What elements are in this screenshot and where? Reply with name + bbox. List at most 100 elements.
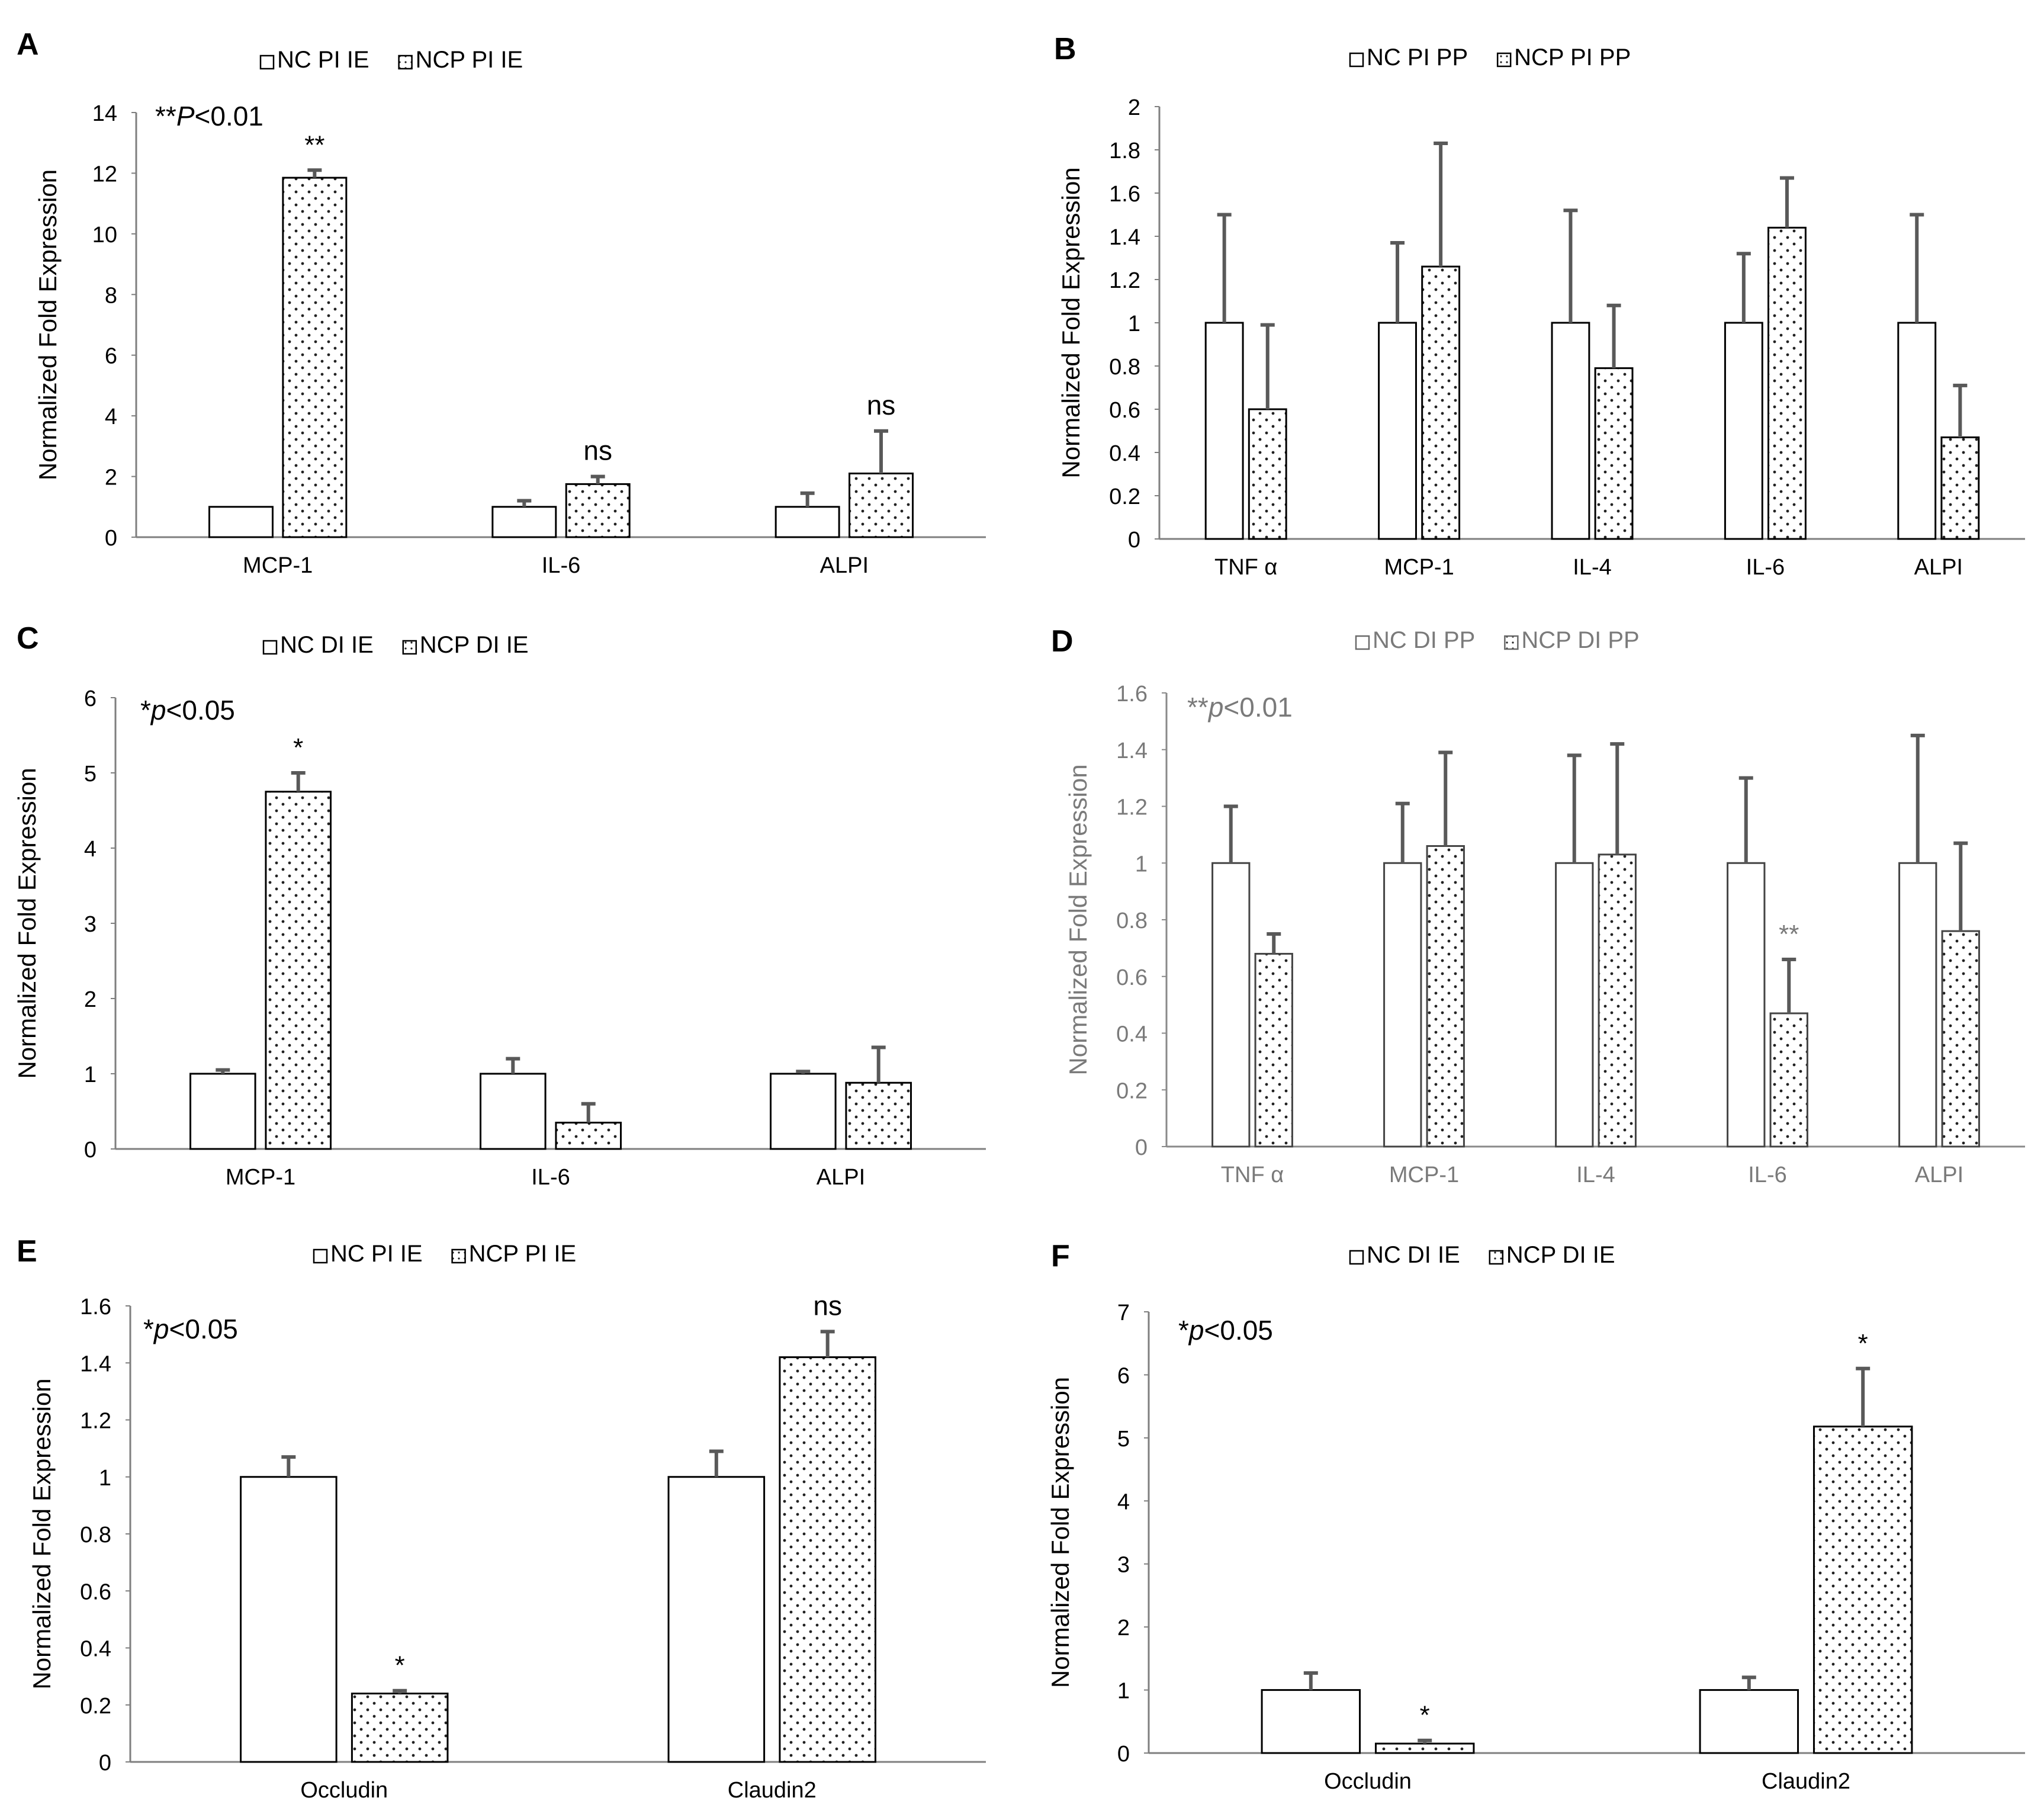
y-tick-label: 1.4 bbox=[1109, 225, 1140, 250]
legend-swatch bbox=[1349, 1250, 1364, 1265]
panel-letter: F bbox=[1051, 1239, 1070, 1273]
bar bbox=[1551, 322, 1590, 540]
y-tick-label: 0.6 bbox=[1116, 965, 1148, 990]
legend-label: NCP DI IE bbox=[420, 632, 529, 658]
significance-marker: ** bbox=[304, 130, 324, 159]
legend-label: NCP PI IE bbox=[416, 47, 523, 73]
y-tick-label: 0.2 bbox=[1116, 1078, 1148, 1103]
x-tick-label: TNF α bbox=[1221, 1163, 1284, 1187]
legend: NC DI PP NCP DI PP bbox=[1355, 627, 1640, 653]
panel-letter: E bbox=[17, 1234, 37, 1269]
x-tick-label: IL-6 bbox=[531, 1165, 570, 1190]
legend-swatch bbox=[1504, 635, 1519, 650]
x-tick-label: MCP-1 bbox=[226, 1165, 295, 1190]
y-tick-label: 8 bbox=[105, 283, 117, 308]
bar bbox=[1383, 862, 1422, 1148]
bar bbox=[208, 506, 274, 538]
y-axis-title: Normalized Fold Expression bbox=[1046, 1377, 1074, 1688]
legend-swatch bbox=[259, 54, 275, 70]
bar bbox=[1594, 367, 1634, 540]
bar bbox=[774, 506, 840, 538]
legend-swatch bbox=[451, 1248, 466, 1264]
x-tick-label: MCP-1 bbox=[243, 553, 313, 578]
bar bbox=[565, 483, 631, 538]
significance-marker: * bbox=[1858, 1329, 1868, 1358]
panel-e: E NC PI IE NCP PI IE 0 0.2 0.4 0.6 0.8 1 1.2 1.4 1.… bbox=[17, 1234, 986, 1803]
legend-swatch bbox=[313, 1248, 328, 1264]
y-tick-label: 1 bbox=[84, 1062, 97, 1087]
y-tick-label: 10 bbox=[92, 223, 117, 248]
significance-marker: ns bbox=[583, 435, 612, 466]
y-tick-label: 1 bbox=[1117, 1679, 1130, 1704]
bar bbox=[480, 1073, 547, 1150]
bar bbox=[1940, 436, 1980, 540]
x-tick-label: IL-4 bbox=[1576, 1163, 1615, 1187]
panel-letter: B bbox=[1054, 32, 1076, 66]
x-tick-label: IL-6 bbox=[1748, 1163, 1786, 1187]
x-tick-label: ALPI bbox=[1914, 555, 1963, 580]
y-tick-label: 0.4 bbox=[1109, 441, 1140, 466]
y-tick-label: 6 bbox=[84, 686, 97, 711]
y-tick-label: 0.4 bbox=[80, 1637, 111, 1662]
bar bbox=[1897, 322, 1937, 540]
panel-b: B NC PI PP NCP PI PP 0 0.2 0.4 0.6 0.8 1 1.2 1.4 1.… bbox=[1054, 32, 2025, 580]
bar bbox=[849, 472, 914, 538]
x-tick-label: Claudin2 bbox=[1762, 1769, 1850, 1794]
significance-marker: * bbox=[1420, 1701, 1430, 1730]
legend: NC DI IE NCP DI IE bbox=[262, 632, 529, 658]
x-tick-label: Claudin2 bbox=[728, 1778, 817, 1803]
bar bbox=[1767, 226, 1807, 540]
x-tick-label: IL-4 bbox=[1573, 555, 1611, 580]
y-tick-label: 12 bbox=[92, 162, 117, 187]
y-tick-label: 2 bbox=[1128, 95, 1140, 120]
legend-label: NCP DI PP bbox=[1521, 627, 1639, 653]
bar bbox=[1724, 322, 1763, 540]
panel-letter: A bbox=[17, 27, 39, 62]
y-tick-label: 0.8 bbox=[1116, 908, 1148, 933]
significance-note: *p<0.05 bbox=[140, 695, 235, 725]
bar bbox=[1261, 1689, 1361, 1754]
y-tick-label: 1.8 bbox=[1109, 139, 1140, 163]
y-tick-label: 4 bbox=[1117, 1489, 1130, 1514]
y-tick-label: 0 bbox=[1117, 1742, 1130, 1767]
significance-note: **p<0.01 bbox=[1187, 692, 1293, 723]
bar bbox=[1555, 862, 1594, 1148]
y-tick-label: 0.4 bbox=[1116, 1022, 1148, 1047]
legend-swatch bbox=[1496, 52, 1512, 68]
y-tick-label: 14 bbox=[92, 101, 117, 126]
x-tick-label: Occludin bbox=[300, 1778, 388, 1803]
y-axis-title: Normalized Fold Expression bbox=[13, 768, 41, 1078]
bar bbox=[1898, 862, 1937, 1148]
y-tick-label: 1 bbox=[1135, 852, 1148, 877]
y-tick-label: 1 bbox=[99, 1466, 111, 1491]
legend-swatch bbox=[398, 54, 413, 70]
bar bbox=[1598, 853, 1637, 1148]
x-tick-label: MCP-1 bbox=[1389, 1163, 1459, 1187]
significance-marker: ns bbox=[867, 390, 896, 420]
bar bbox=[1812, 1426, 1913, 1754]
y-tick-label: 6 bbox=[1117, 1363, 1130, 1388]
y-tick-label: 1 bbox=[1128, 312, 1140, 336]
panel-letter: C bbox=[17, 621, 39, 656]
significance-marker: ns bbox=[813, 1290, 842, 1321]
significance-marker: * bbox=[395, 1651, 405, 1680]
y-tick-label: 0.8 bbox=[80, 1523, 111, 1548]
panel-d: D NC DI PP NCP DI PP 0 0.2 0.4 0.6 0.8 1 1.2 1.4 1.… bbox=[1051, 624, 2025, 1187]
legend-swatch bbox=[1489, 1250, 1504, 1265]
y-tick-label: 0.6 bbox=[1109, 398, 1140, 423]
y-tick-label: 1.2 bbox=[1109, 268, 1140, 293]
legend-label: NC DI IE bbox=[280, 632, 374, 658]
y-axis-title: Normalized Fold Expression bbox=[34, 169, 62, 480]
legend-label: NC DI PP bbox=[1373, 627, 1475, 653]
panel-a: A NC PI IE NCP PI IE 0 2 4 6 8 10 12 14 Normalized … bbox=[17, 27, 986, 578]
bar bbox=[845, 1081, 912, 1150]
y-tick-label: 0 bbox=[84, 1138, 97, 1163]
y-tick-label: 1.4 bbox=[1116, 739, 1148, 763]
y-tick-label: 5 bbox=[84, 762, 97, 786]
y-tick-label: 6 bbox=[105, 344, 117, 369]
legend: NC PI IE NCP PI IE bbox=[313, 1241, 576, 1267]
bar bbox=[1211, 862, 1251, 1148]
x-tick-label: TNF α bbox=[1214, 555, 1277, 580]
bar bbox=[351, 1693, 449, 1763]
